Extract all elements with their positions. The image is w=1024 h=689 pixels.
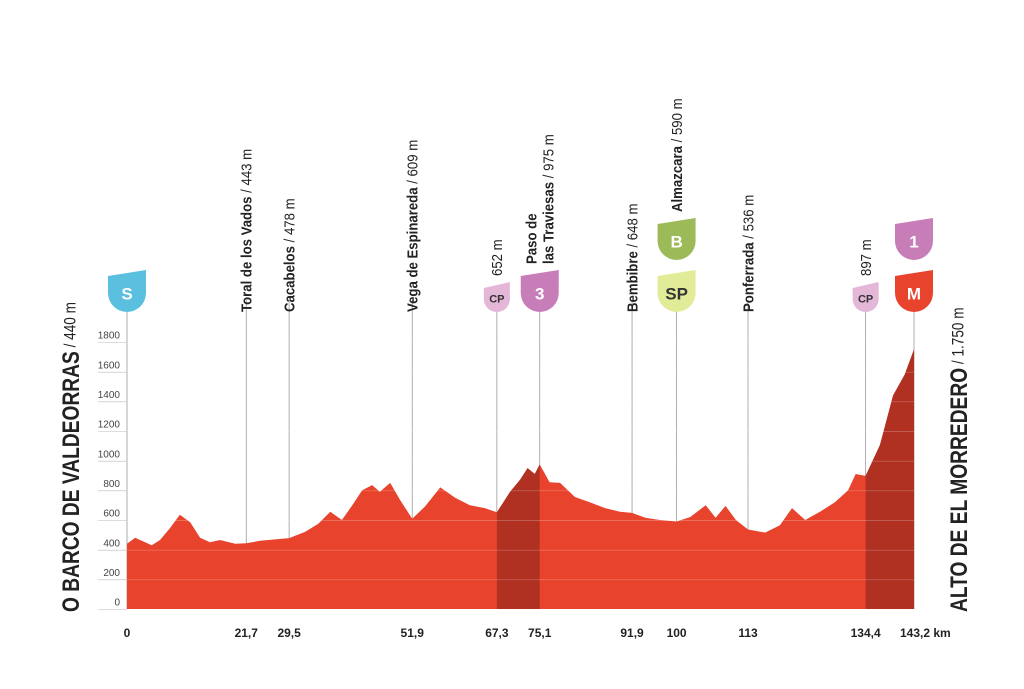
badge: B [657, 218, 696, 260]
start-altitude: / 440 m [61, 302, 80, 351]
badge: SP [657, 270, 696, 312]
waypoint-name: Vega de Espinareda [404, 187, 421, 312]
finish-altitude: / 1.750 m [949, 307, 968, 367]
waypoint-label: Paso de [523, 213, 540, 264]
x-tick-label: 100 [667, 626, 687, 640]
finish-name: ALTO DE EL MORREDERO [944, 368, 972, 612]
badge-shape [657, 270, 696, 312]
waypoint-label: Ponferrada / 536 m [740, 195, 757, 312]
badge: 3 [520, 270, 559, 312]
waypoint-label: Toral de los Vados / 443 m [238, 149, 255, 312]
finish-label: ALTO DE EL MORREDERO / 1.750 m [944, 307, 972, 612]
waypoint-altitude: 897 m [857, 239, 874, 276]
x-tick-label: 75,1 [528, 626, 552, 640]
waypoint-name: Toral de los Vados [238, 196, 255, 312]
waypoint-label: las Traviesas / 975 m [540, 134, 557, 264]
badge: M [895, 270, 933, 312]
badge-shape [520, 270, 559, 312]
waypoint-altitude: / 443 m [238, 149, 255, 197]
badge-shape [895, 270, 933, 312]
waypoint-altitude: / 536 m [740, 195, 757, 243]
y-tick-label: 1600 [98, 360, 121, 371]
waypoint-altitude: / 590 m [668, 98, 685, 146]
waypoint-label: Vega de Espinareda / 609 m [404, 140, 421, 312]
waypoint-name: Cacabelos [281, 246, 298, 312]
x-tick-label: 0 [124, 626, 131, 640]
badge-label: CP [858, 293, 873, 305]
y-tick-label: 1400 [98, 390, 121, 401]
badge-label: S [121, 285, 132, 304]
start-name: O BARCO DE VALDEORRAS [56, 351, 84, 612]
waypoint-name: las Traviesas [540, 182, 557, 264]
y-tick-label: 1200 [98, 420, 121, 431]
x-tick-label: 29,5 [277, 626, 301, 640]
climb-shade [496, 464, 540, 609]
waypoint-altitude: / 975 m [540, 134, 557, 182]
badge-shape [483, 282, 510, 312]
waypoint-label: Bembibre / 648 m [624, 204, 641, 312]
waypoint-label: 652 m [488, 239, 505, 276]
waypoint-label: Almazcara / 590 m [668, 98, 685, 212]
waypoint-label: Cacabelos / 478 m [281, 198, 298, 312]
badge-label: M [907, 285, 921, 304]
waypoint-altitude: / 478 m [281, 198, 298, 246]
y-tick-label: 800 [103, 479, 120, 490]
badge-label: B [670, 233, 682, 252]
badge-shape [108, 270, 146, 312]
badge: CP [852, 282, 879, 312]
x-tick-label: 21,7 [235, 626, 259, 640]
badge: 1 [895, 218, 933, 260]
waypoint-altitude: / 609 m [404, 140, 421, 188]
climb-shade [865, 349, 914, 609]
waypoint-name: Paso de [523, 213, 540, 264]
y-tick-label: 200 [103, 568, 120, 579]
badge: S [108, 270, 146, 312]
x-tick-label: 51,9 [401, 626, 425, 640]
badge-label: 3 [535, 285, 544, 304]
x-tick-label: 67,3 [485, 626, 509, 640]
badge-shape [657, 218, 696, 260]
start-label: O BARCO DE VALDEORRAS / 440 m [56, 302, 84, 612]
y-tick-label: 0 [114, 598, 120, 609]
y-tick-label: 400 [103, 538, 120, 549]
waypoint-name: Ponferrada [740, 242, 757, 312]
badge: CP [483, 282, 510, 312]
badge-shape [895, 218, 933, 260]
x-tick-label: 134,4 [851, 626, 881, 640]
badge-label: SP [665, 285, 688, 304]
y-tick-label: 1800 [98, 331, 121, 342]
waypoint-altitude: 652 m [488, 239, 505, 276]
waypoint-name: Bembibre [624, 251, 641, 312]
x-tick-label: 143,2 km [900, 626, 951, 640]
badge-shape [852, 282, 879, 312]
badge-label: 1 [909, 233, 918, 252]
waypoint-name: Almazcara [668, 146, 685, 212]
waypoint-altitude: / 648 m [624, 204, 641, 252]
badge-label: CP [489, 293, 504, 305]
y-tick-label: 600 [103, 509, 120, 520]
waypoint-label: 897 m [857, 239, 874, 276]
y-tick-label: 1000 [98, 449, 121, 460]
x-tick-label: 91,9 [620, 626, 644, 640]
x-tick-label: 113 [738, 626, 758, 640]
